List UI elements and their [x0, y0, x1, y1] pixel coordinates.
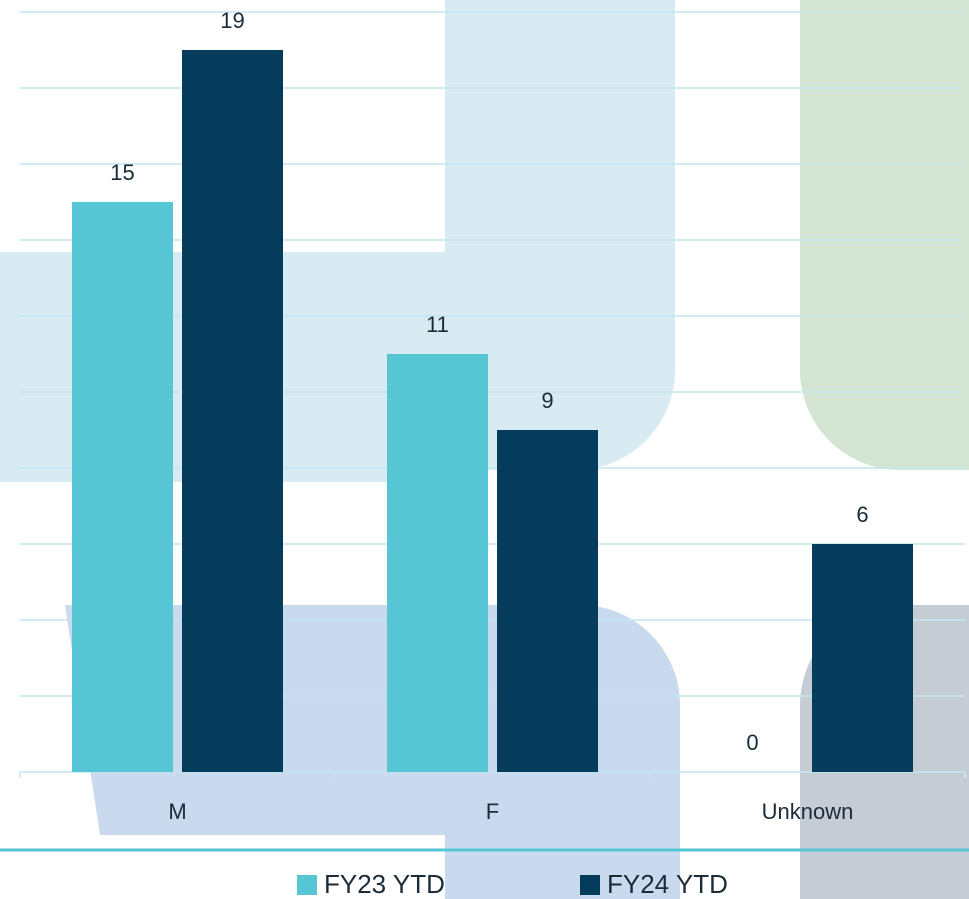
x-tick-label: M — [168, 799, 186, 824]
bar — [812, 544, 913, 772]
legend-swatch — [580, 875, 600, 895]
data-label: 0 — [746, 730, 758, 755]
legend-label: FY23 YTD — [324, 869, 445, 899]
x-tick-label: F — [486, 799, 499, 824]
bar — [182, 50, 283, 772]
x-tick-label: Unknown — [762, 799, 854, 824]
data-label: 9 — [541, 388, 553, 413]
data-label: 11 — [426, 312, 449, 337]
bg-shape-green — [800, 0, 969, 470]
bar — [72, 202, 173, 772]
bar — [497, 430, 598, 772]
legend-label: FY24 YTD — [607, 869, 728, 899]
data-label: 19 — [220, 8, 244, 33]
data-label: 6 — [856, 502, 868, 527]
bar — [387, 354, 488, 772]
data-label: 15 — [110, 160, 134, 185]
legend-swatch — [297, 875, 317, 895]
